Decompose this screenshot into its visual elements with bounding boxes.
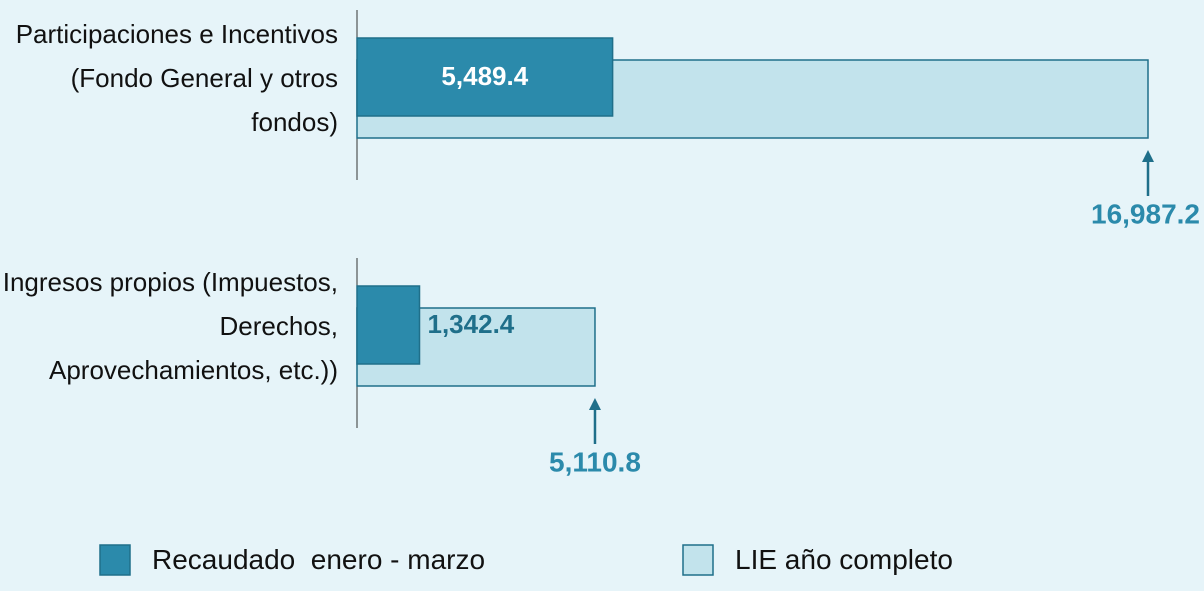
bar [356,285,421,365]
value-label: 16,987.2 [1091,198,1200,229]
value-label: 5,110.8 [549,446,641,477]
category-label: Participaciones e Incentivos (Fondo Gene… [15,19,338,137]
legend-label: LIE año completo [735,544,953,575]
legend-swatch [99,544,131,576]
arrow-head [1142,150,1154,162]
bar [356,37,614,117]
legend-swatch [682,544,714,576]
category-label: Ingresos propios (Impuestos, Derechos, A… [2,267,338,385]
legend-label: Recaudado enero - marzo [152,544,486,575]
value-label: 5,489.4 [441,61,528,91]
arrow-head [588,398,601,410]
value-label: 1,342.4 [428,309,515,339]
